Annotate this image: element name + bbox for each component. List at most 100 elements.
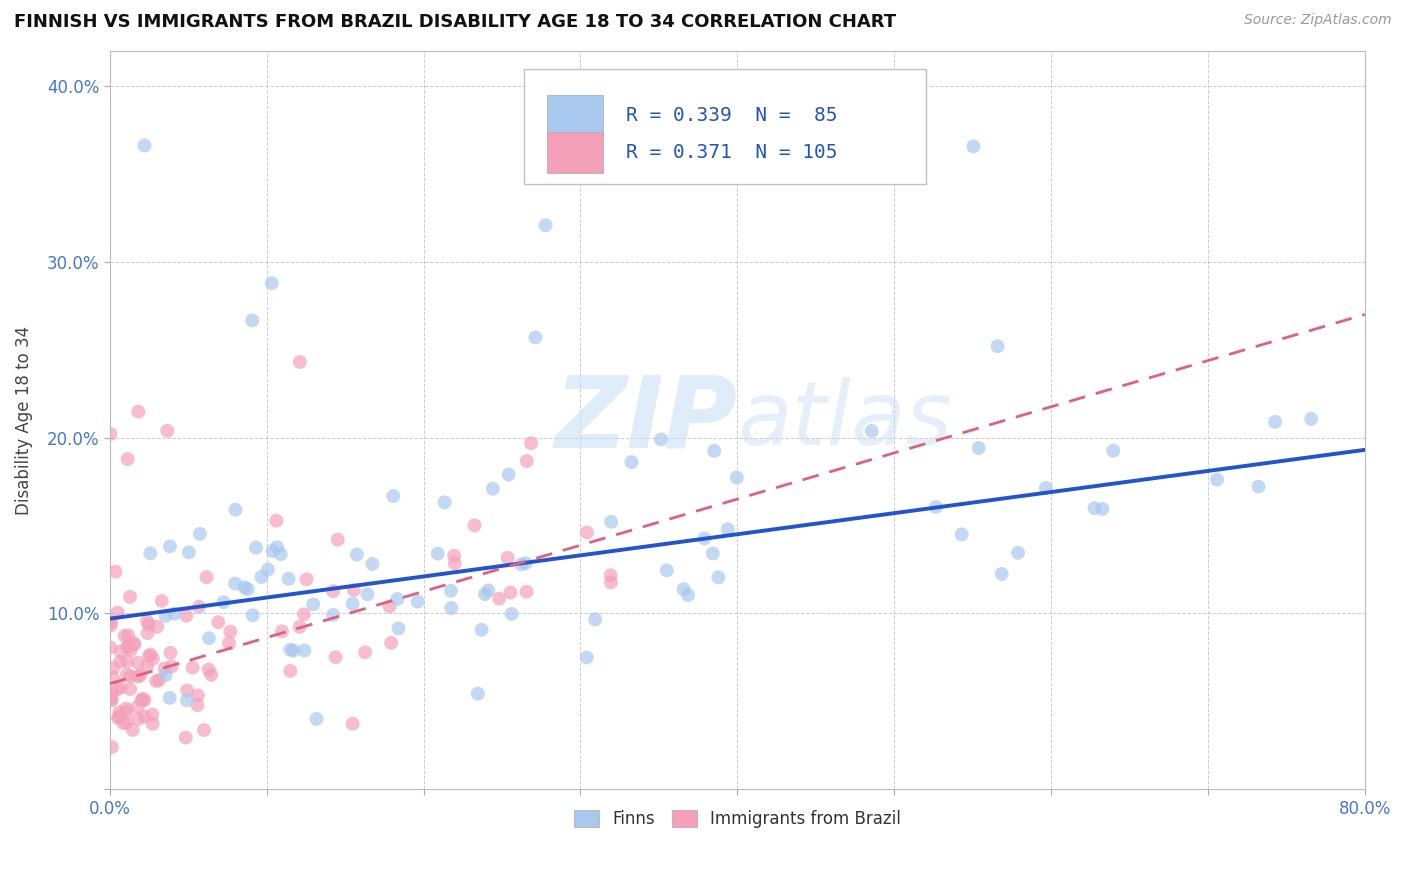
Point: [136, 659, 159, 673]
Point: [187, 689, 209, 703]
Point: [124, 637, 146, 651]
Point: [1247, 480, 1270, 494]
Point: [142, 717, 165, 731]
Point: [474, 587, 496, 601]
Point: [354, 645, 377, 659]
Point: [382, 489, 405, 503]
Point: [112, 716, 135, 731]
Point: [516, 454, 538, 468]
Point: [187, 599, 209, 614]
Point: [110, 644, 132, 658]
Point: [575, 650, 598, 665]
Point: [1084, 501, 1107, 516]
Point: [283, 643, 305, 657]
Point: [260, 276, 283, 290]
Point: [693, 532, 716, 546]
Point: [707, 570, 730, 584]
Point: [387, 592, 409, 607]
Point: [361, 557, 384, 571]
Point: [197, 663, 219, 677]
Point: [159, 646, 181, 660]
Point: [302, 598, 325, 612]
Point: [515, 584, 537, 599]
Point: [103, 661, 125, 675]
Point: [482, 482, 505, 496]
Point: [186, 698, 208, 712]
Point: [159, 690, 181, 705]
Point: [346, 548, 368, 562]
Text: atlas: atlas: [737, 377, 952, 463]
Point: [176, 683, 198, 698]
Point: [100, 693, 122, 707]
Point: [120, 669, 142, 683]
Point: [498, 467, 520, 482]
Point: [270, 547, 292, 561]
Point: [159, 540, 181, 554]
Point: [702, 547, 724, 561]
Point: [378, 599, 401, 614]
Point: [139, 648, 162, 662]
Point: [501, 607, 523, 621]
Point: [245, 541, 267, 555]
Point: [510, 558, 533, 572]
Text: Source: ZipAtlas.com: Source: ZipAtlas.com: [1244, 13, 1392, 28]
Point: [406, 594, 429, 608]
Point: [600, 515, 623, 529]
Point: [986, 339, 1008, 353]
Point: [277, 572, 299, 586]
Point: [195, 570, 218, 584]
Point: [600, 575, 623, 590]
Point: [100, 693, 122, 707]
Point: [1301, 412, 1323, 426]
Point: [156, 424, 179, 438]
Point: [138, 648, 160, 663]
Point: [240, 313, 263, 327]
Point: [148, 673, 170, 687]
Point: [426, 547, 449, 561]
Point: [295, 572, 318, 586]
Point: [110, 681, 132, 695]
Point: [1264, 415, 1286, 429]
Point: [440, 601, 463, 615]
Point: [250, 570, 273, 584]
Point: [443, 557, 465, 571]
Point: [583, 612, 606, 626]
Point: [433, 495, 456, 509]
Point: [100, 618, 122, 632]
Point: [139, 546, 162, 560]
Point: [105, 682, 128, 697]
Point: [288, 620, 311, 634]
Point: [655, 563, 678, 577]
Point: [118, 590, 141, 604]
Point: [725, 470, 748, 484]
Point: [1102, 443, 1125, 458]
Text: R = 0.371  N = 105: R = 0.371 N = 105: [626, 143, 837, 161]
Point: [100, 426, 122, 441]
Point: [325, 650, 347, 665]
Legend: Finns, Immigrants from Brazil: Finns, Immigrants from Brazil: [565, 801, 910, 837]
Point: [288, 355, 311, 369]
Point: [292, 643, 315, 657]
Point: [200, 667, 222, 681]
Point: [471, 623, 494, 637]
Point: [177, 545, 200, 559]
Point: [117, 628, 139, 642]
Point: [672, 582, 695, 597]
Point: [1206, 473, 1229, 487]
Point: [107, 606, 129, 620]
Point: [146, 620, 169, 634]
Point: [134, 709, 156, 723]
Point: [292, 607, 315, 622]
Point: [380, 636, 402, 650]
Point: [962, 139, 984, 153]
Text: R = 0.339  N =  85: R = 0.339 N = 85: [626, 106, 837, 125]
Point: [181, 660, 204, 674]
Point: [219, 624, 242, 639]
Point: [131, 691, 153, 706]
Point: [115, 701, 138, 715]
Point: [477, 583, 499, 598]
Point: [1035, 481, 1057, 495]
Point: [110, 655, 132, 669]
Point: [101, 671, 124, 685]
Point: [440, 583, 463, 598]
